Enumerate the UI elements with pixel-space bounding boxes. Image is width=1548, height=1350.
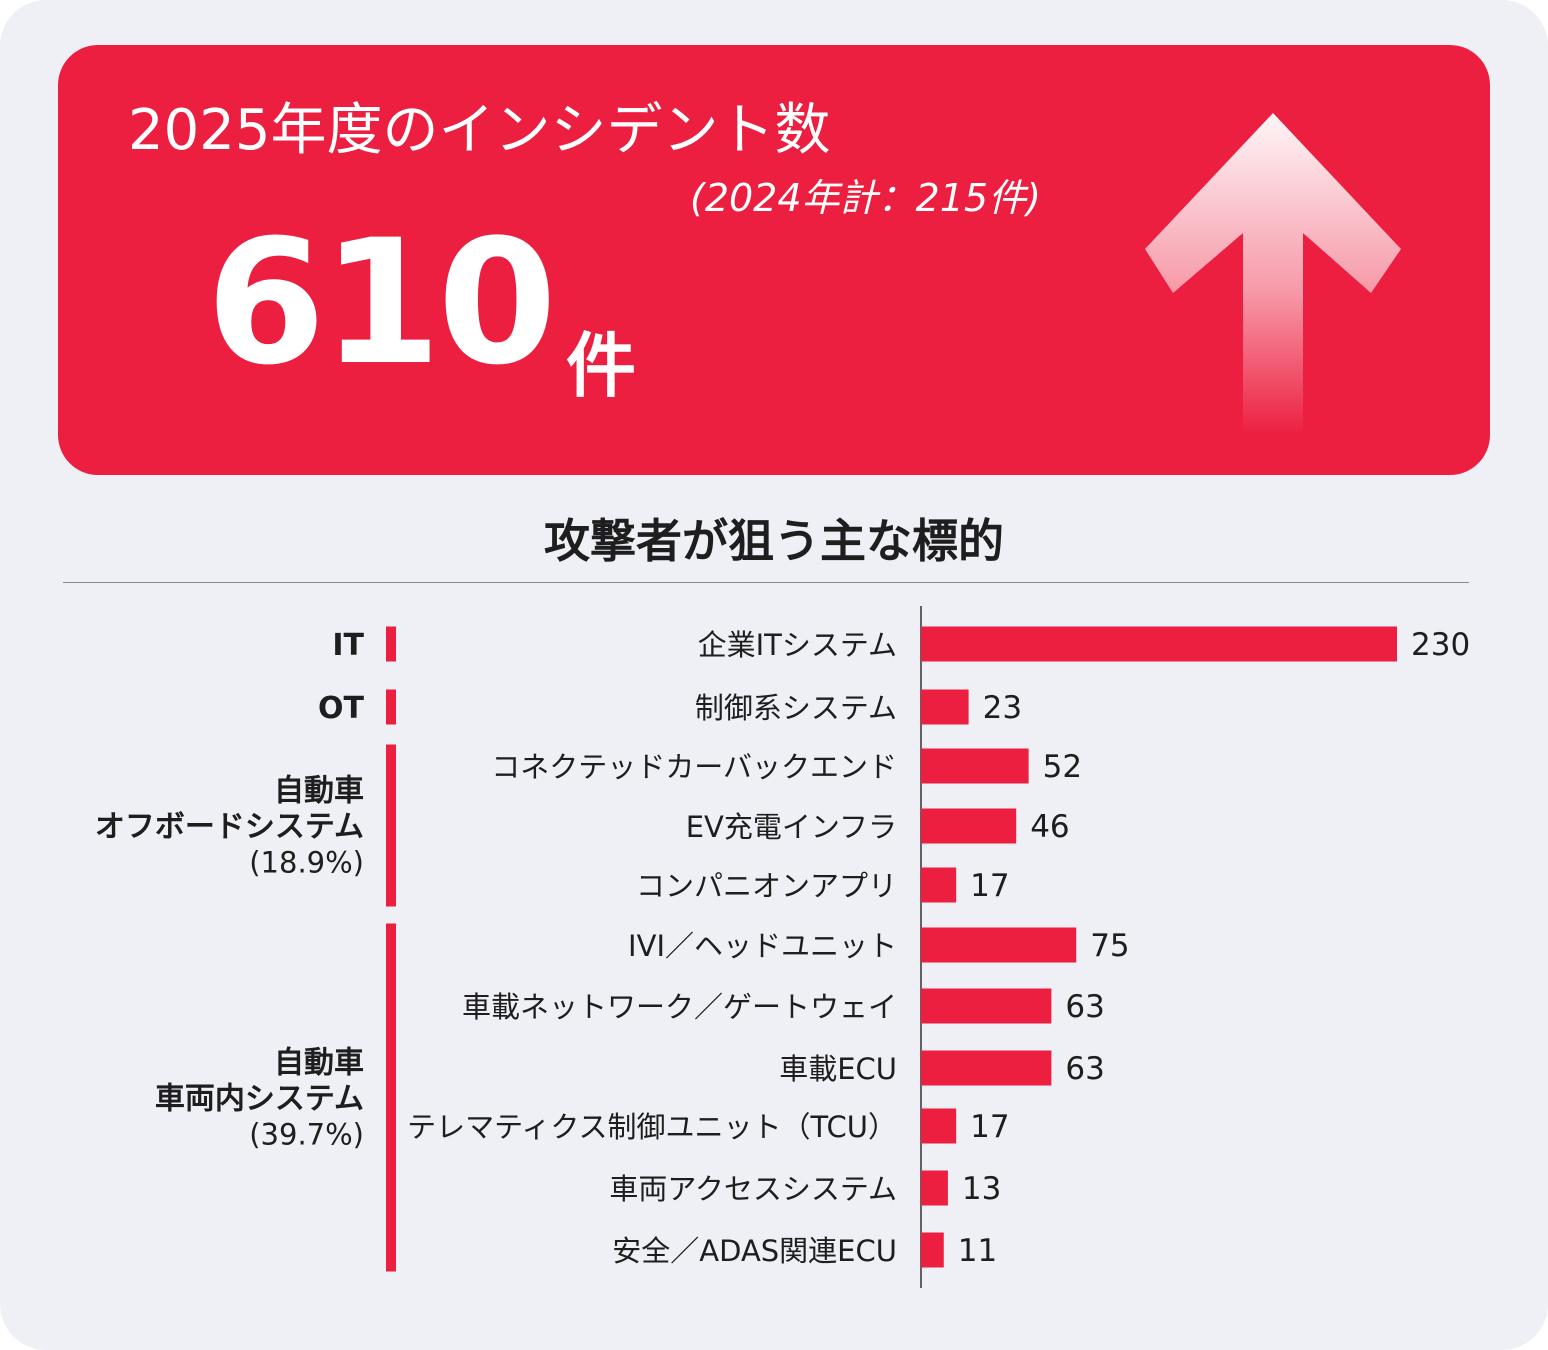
group-label: (18.9%) — [249, 846, 364, 880]
bar — [921, 1232, 944, 1268]
bar — [921, 1108, 957, 1144]
group-label: 自動車 — [274, 1046, 364, 1081]
bar — [921, 867, 957, 903]
category-label: コネクテッドカーバックエンド — [491, 750, 897, 784]
value-label: 75 — [1090, 928, 1129, 964]
category-label: 車載ECU — [779, 1052, 897, 1086]
value-label: 13 — [962, 1171, 1001, 1207]
group-label: (39.7%) — [249, 1118, 364, 1152]
group-label: 車両内システム — [155, 1082, 364, 1117]
bar — [921, 1050, 1052, 1086]
value-label: 63 — [1065, 1051, 1104, 1087]
category-label: コンパニオンアプリ — [636, 869, 897, 903]
incident-count-unit: 件 — [566, 325, 636, 407]
value-label: 46 — [1030, 809, 1069, 845]
value-label: 63 — [1065, 989, 1104, 1025]
group-bracket — [386, 923, 396, 1272]
chart-title: 攻撃者が狙う主な標的 — [544, 514, 1004, 568]
category-label: テレマティクス制御ユニット（TCU） — [407, 1110, 897, 1144]
bar — [921, 689, 969, 725]
divider — [63, 582, 1469, 583]
category-label: 制御系システム — [695, 691, 897, 725]
value-label: 17 — [970, 1109, 1009, 1145]
previous-year-total: (2024年計：215件) — [690, 176, 1041, 220]
group-label: オフボードシステム — [95, 810, 364, 845]
value-label: 11 — [958, 1233, 997, 1269]
category-label: 車両アクセスシステム — [609, 1172, 897, 1206]
value-label: 23 — [983, 690, 1022, 726]
category-label: IVI／ヘッドユニット — [628, 929, 897, 963]
category-label: 車載ネットワーク／ゲートウェイ — [462, 990, 897, 1024]
value-label: 17 — [970, 868, 1009, 904]
up-arrow-icon — [1145, 113, 1401, 435]
group-label: 自動車 — [274, 774, 364, 809]
category-label: EV充電インフラ — [686, 810, 897, 844]
group-label: IT — [332, 628, 364, 663]
bar — [921, 988, 1052, 1024]
value-label: 230 — [1411, 627, 1470, 663]
category-label: 安全／ADAS関連ECU — [612, 1234, 897, 1268]
incident-count-banner: 2025年度のインシデント数 (2024年計：215件) 610 件 — [58, 45, 1490, 475]
bar — [921, 927, 1077, 963]
bar — [921, 626, 1397, 662]
category-label: 企業ITシステム — [698, 628, 897, 662]
banner-title: 2025年度のインシデント数 — [128, 98, 831, 163]
incident-count: 610 — [206, 202, 557, 403]
bar — [921, 1170, 948, 1206]
group-bracket — [386, 626, 396, 662]
value-label: 52 — [1043, 749, 1082, 785]
bar — [921, 808, 1017, 844]
group-label: OT — [318, 691, 365, 726]
group-bracket — [386, 744, 396, 907]
group-bracket — [386, 689, 396, 725]
bar — [921, 748, 1029, 784]
